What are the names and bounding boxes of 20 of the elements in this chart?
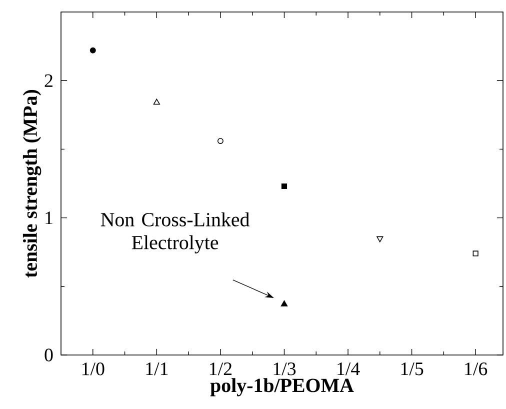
point — [153, 98, 160, 105]
x-tick-label: 1/5 — [401, 362, 424, 376]
x-tick-label: 1/2 — [210, 362, 232, 376]
y-axis-title: tensile strength (MPa) — [22, 90, 42, 278]
y-tick-label: 2 — [44, 74, 52, 87]
x-axis-title: poly-1b/PEOMA — [210, 378, 354, 396]
x-tick-label: 1/0 — [82, 362, 104, 376]
point — [376, 236, 384, 242]
x-tick-label: 1/4 — [338, 362, 360, 376]
x-tick-label: 1/1 — [146, 362, 168, 376]
point — [472, 250, 478, 256]
x-tick-label: 1/6 — [465, 362, 488, 376]
x-tick-label: 1/3 — [274, 362, 296, 376]
point — [90, 47, 96, 54]
point — [217, 138, 224, 144]
point — [281, 183, 288, 190]
y-tick-label: 1 — [46, 212, 52, 224]
point — [280, 300, 288, 306]
y-tick-label: 0 — [44, 348, 53, 362]
annotation: Non Cross-Linked Electrolyte — [100, 212, 250, 254]
